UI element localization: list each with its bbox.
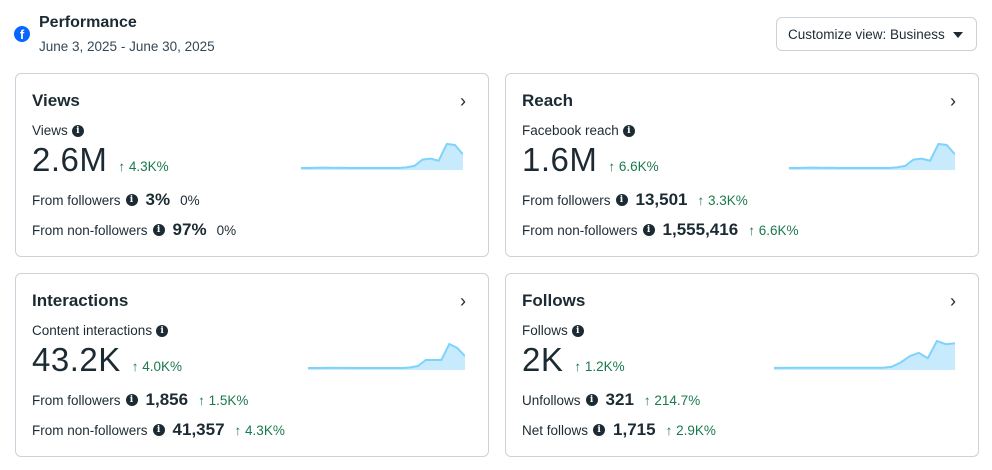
info-icon[interactable]: i	[152, 424, 165, 436]
card-title: Interactions	[32, 291, 129, 310]
breakdown-row: From non-followers i 41,357 ↑ 4.3K%	[32, 420, 285, 440]
metric-value: 1.6M ↑ 6.6K%	[522, 141, 659, 179]
metric-label-text: Views	[32, 123, 68, 138]
card-views[interactable]: Views › Views i 2.6M ↑ 4.3K% From follower…	[15, 73, 489, 257]
metric-label-text: Content interactions	[32, 323, 153, 338]
breakdown-label: From non-followers	[32, 422, 148, 438]
sparkline-line	[789, 142, 955, 169]
info-icon[interactable]: i	[622, 124, 635, 137]
metric-change: ↑ 4.3K%	[118, 159, 169, 174]
breakdown-row: From non-followers i 97% 0%	[32, 220, 236, 240]
metric-label-text: Facebook reach	[522, 123, 619, 138]
breakdown-label: Net follows	[522, 422, 589, 438]
breakdown-value: 321	[605, 390, 634, 409]
breakdown-label: From followers	[32, 392, 121, 408]
card-title: Views	[32, 91, 80, 110]
breakdown-change: ↑ 2.9K%	[665, 422, 716, 438]
breakdown-change: ↑ 214.7%	[643, 392, 701, 408]
caret-down-icon	[953, 32, 963, 38]
breakdown-value: 1,715	[613, 420, 656, 439]
breakdown-row: From followers i 1,856 ↑ 1.5K%	[32, 390, 248, 410]
sparkline-area	[308, 344, 465, 370]
info-icon[interactable]: i	[571, 324, 584, 337]
facebook-icon: f	[14, 26, 30, 42]
metric-value-text: 1.6M	[522, 141, 598, 178]
breakdown-value: 3%	[145, 190, 171, 209]
info-icon[interactable]: i	[615, 194, 628, 206]
card-interactions[interactable]: Interactions › Content interactions i 43.…	[15, 273, 489, 457]
breakdown-value: 41,357	[172, 420, 225, 439]
breakdown-label: From followers	[32, 192, 121, 208]
metric-value: 2K ↑ 1.2K%	[522, 341, 625, 379]
sparkline-area	[789, 144, 955, 170]
sparkline-area	[774, 341, 955, 370]
metric-value-text: 43.2K	[32, 341, 121, 378]
metric-label: Follows i	[522, 323, 584, 338]
info-icon[interactable]: i	[152, 224, 165, 236]
sparkline-line	[774, 339, 955, 369]
chevron-right-icon[interactable]: ›	[460, 91, 466, 111]
metric-label: Facebook reach i	[522, 123, 635, 138]
breakdown-label: From non-followers	[32, 222, 148, 238]
metric-value: 43.2K ↑ 4.0K%	[32, 341, 182, 379]
info-icon[interactable]: i	[125, 194, 138, 206]
sparkline-line	[301, 142, 463, 169]
customize-view-label: Customize view: Business	[788, 26, 945, 42]
breakdown-value: 97%	[172, 220, 207, 239]
chevron-right-icon[interactable]: ›	[460, 291, 466, 311]
breakdown-row: From followers i 3% 0%	[32, 190, 200, 210]
sparkline-chart	[789, 142, 955, 170]
breakdown-change: ↑ 4.3K%	[234, 422, 285, 438]
metric-label: Content interactions i	[32, 323, 169, 338]
sparkline-area	[301, 144, 463, 170]
info-icon[interactable]: i	[642, 224, 655, 236]
card-follows[interactable]: Follows › Follows i 2K ↑ 1.2K% Unfollows i 3…	[505, 273, 979, 457]
chevron-right-icon[interactable]: ›	[950, 91, 956, 111]
breakdown-row: Net follows i 1,715 ↑ 2.9K%	[522, 420, 716, 440]
sparkline-line	[308, 342, 465, 369]
metric-change: ↑ 6.6K%	[608, 159, 659, 174]
breakdown-change: ↑ 3.3K%	[697, 192, 748, 208]
page-title: Performance	[39, 14, 137, 31]
sparkline-chart	[774, 339, 955, 370]
sparkline-chart	[308, 342, 465, 370]
customize-view-dropdown[interactable]: Customize view: Business	[776, 17, 977, 51]
breakdown-label: From non-followers	[522, 222, 638, 238]
breakdown-value: 1,555,416	[662, 220, 739, 239]
breakdown-row: From non-followers i 1,555,416 ↑ 6.6K%	[522, 220, 798, 240]
breakdown-row: Unfollows i 321 ↑ 214.7%	[522, 390, 700, 410]
breakdown-value: 1,856	[145, 390, 189, 409]
metric-change: ↑ 1.2K%	[574, 359, 625, 374]
breakdown-change: 0%	[216, 222, 237, 238]
breakdown-value: 13,501	[635, 190, 688, 209]
info-icon[interactable]: i	[156, 324, 169, 337]
breakdown-row: From followers i 13,501 ↑ 3.3K%	[522, 190, 748, 210]
metric-label: Views i	[32, 123, 84, 138]
breakdown-change: 0%	[180, 192, 200, 208]
info-icon[interactable]: i	[71, 124, 84, 137]
breakdown-change: ↑ 1.5K%	[198, 392, 249, 408]
breakdown-label: From followers	[522, 192, 611, 208]
card-title: Follows	[522, 291, 586, 310]
info-icon[interactable]: i	[125, 394, 138, 406]
metric-value-text: 2.6M	[32, 141, 108, 178]
info-icon[interactable]: i	[585, 394, 598, 406]
date-range: June 3, 2025 - June 30, 2025	[39, 39, 215, 54]
metric-change: ↑ 4.0K%	[131, 359, 183, 374]
metric-value-text: 2K	[522, 341, 564, 378]
metric-label-text: Follows	[522, 323, 568, 338]
card-title: Reach	[522, 91, 574, 110]
metric-value: 2.6M ↑ 4.3K%	[32, 141, 169, 179]
info-icon[interactable]: i	[593, 424, 606, 436]
card-reach[interactable]: Reach › Facebook reach i 1.6M ↑ 6.6K% From…	[505, 73, 979, 257]
chevron-right-icon[interactable]: ›	[950, 291, 956, 311]
breakdown-label: Unfollows	[522, 392, 581, 408]
sparkline-chart	[301, 142, 463, 170]
breakdown-change: ↑ 6.6K%	[748, 222, 799, 238]
